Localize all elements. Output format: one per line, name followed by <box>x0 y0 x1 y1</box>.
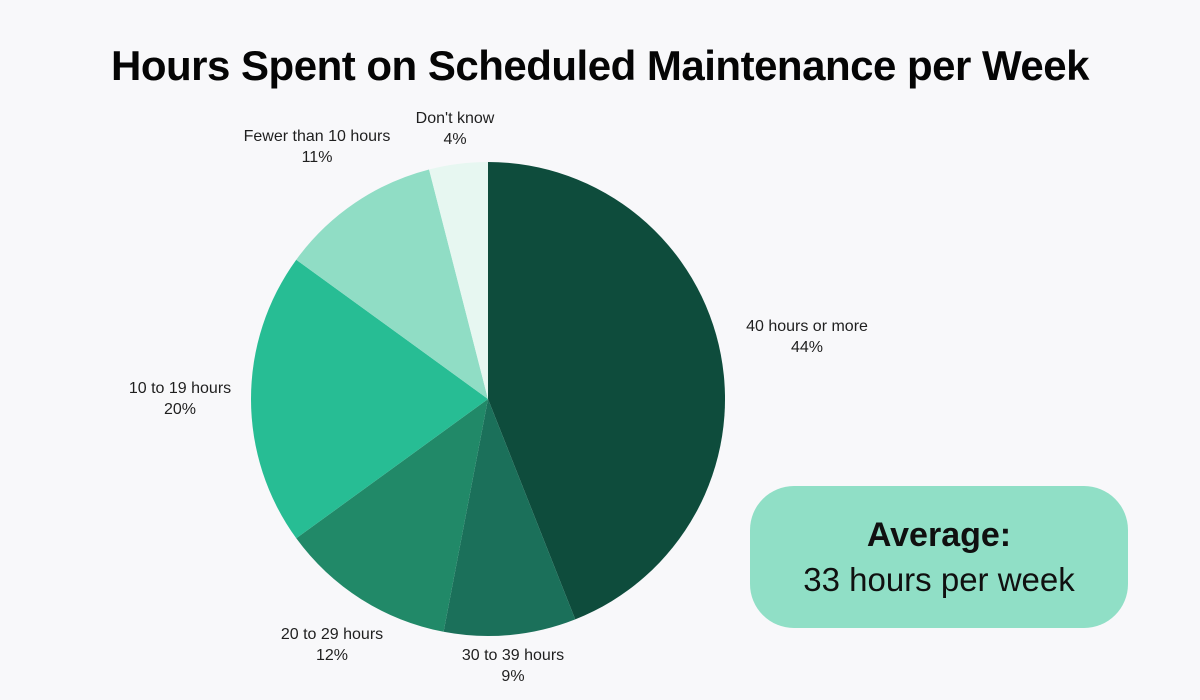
average-badge-value: 33 hours per week <box>803 560 1075 598</box>
slice-label-text: 30 to 39 hours <box>461 647 565 664</box>
pie-slice-label-20-to-29: 20 to 29 hours 12% <box>281 624 383 666</box>
pie-slice-4 <box>296 169 488 399</box>
slice-pct-text: 4% <box>443 131 467 148</box>
slice-label-text: 40 hours or more <box>746 318 868 335</box>
average-badge: Average: 33 hours per week <box>750 486 1128 628</box>
slice-label-text: Fewer than 10 hours <box>243 128 391 145</box>
pie-slice-label-40-or-more: 40 hours or more 44% <box>746 316 868 358</box>
slice-pct-text: 9% <box>501 668 525 685</box>
pie-slice-label-dont-know: Don't know 4% <box>416 108 495 150</box>
slice-pct-text: 12% <box>315 647 349 664</box>
pie-slice-1 <box>443 399 576 637</box>
pie-slice-label-30-to-39: 30 to 39 hours 9% <box>462 645 564 687</box>
chart-title: Hours Spent on Scheduled Maintenance per… <box>111 42 1089 89</box>
pie-slice-label-10-to-19: 10 to 19 hours 20% <box>129 378 231 420</box>
pie-slice-2 <box>296 399 488 632</box>
slice-pct-text: 20% <box>163 401 197 418</box>
slice-label-text: 10 to 19 hours <box>128 380 232 397</box>
slice-label-text: 20 to 29 hours <box>280 626 384 643</box>
pie-slice-5 <box>429 162 488 399</box>
slice-pct-text: 11% <box>301 149 333 166</box>
slice-pct-text: 44% <box>790 339 824 356</box>
pie-slice-3 <box>250 259 488 539</box>
pie-slice-label-fewer-than-10: Fewer than 10 hours 11% <box>244 126 391 168</box>
slice-label-text: Don't know <box>415 110 495 127</box>
pie-slice-0 <box>488 162 726 620</box>
average-badge-heading: Average: <box>866 515 1012 554</box>
